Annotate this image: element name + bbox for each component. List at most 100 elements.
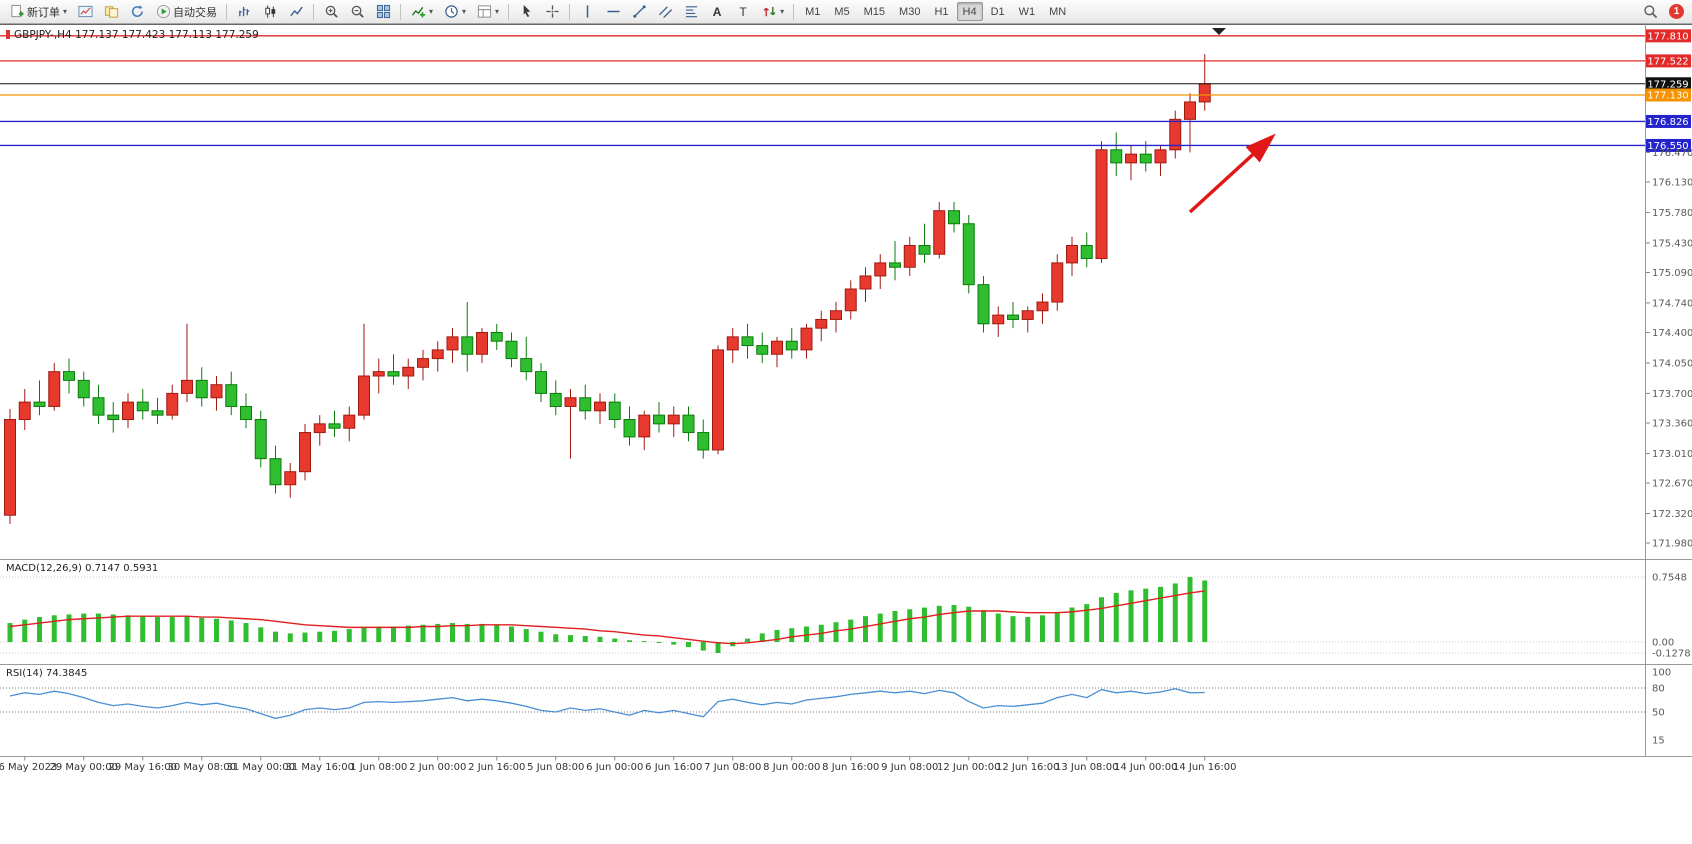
toolbar-text-tool[interactable]: A (705, 2, 729, 21)
time-scale-label: 12 Jun 16:00 (996, 762, 1060, 773)
price-scale-label: 173.010 (1652, 449, 1692, 460)
candle-body (771, 340, 783, 355)
toolbar-line-chart-mode[interactable] (284, 2, 308, 21)
chart-area: 177.810 177.522 177.259 177.130 176.826 176.5… (0, 24, 1692, 839)
toolbar-tf-h1[interactable]: H1 (928, 2, 954, 21)
price-scale-label: 172.320 (1652, 509, 1692, 520)
candle-body (712, 349, 724, 451)
candle-body (431, 349, 444, 360)
toolbar-tf-m5[interactable]: M5 (828, 2, 855, 21)
trend-arrow-annotation[interactable] (1188, 133, 1276, 214)
toolbar-tf-m1-label: M1 (805, 5, 821, 18)
toolbar-tf-mn[interactable]: MN (1043, 2, 1072, 21)
price-scale-label: 171.980 (1652, 539, 1692, 550)
toolbar-channel-tool[interactable] (653, 2, 677, 21)
toolbar-candlestick-mode[interactable] (258, 2, 282, 21)
notification-badge[interactable]: 1 (1669, 4, 1684, 19)
candle-body (653, 414, 665, 425)
templates-icon (476, 4, 492, 20)
toolbar-tf-d1[interactable]: D1 (985, 2, 1011, 21)
toolbar-tf-d1-label: D1 (990, 5, 1005, 18)
crosshair-icon (544, 4, 560, 20)
candle-body (343, 414, 356, 429)
candle-body (549, 392, 562, 407)
price-scale-label: 174.740 (1652, 298, 1692, 309)
candle-body (948, 210, 960, 225)
toolbar-horizontal-line-tool[interactable] (601, 2, 625, 21)
candle-body (92, 397, 105, 416)
price-scale-label: 173.360 (1652, 418, 1692, 429)
trendline-icon (631, 4, 647, 20)
toolbar-arrows-tool[interactable]: ▾ (757, 2, 788, 21)
toolbar-bar-chart-mode[interactable] (232, 2, 256, 21)
toolbar-tile-windows[interactable] (371, 2, 395, 21)
candle-body (859, 275, 872, 290)
candle-body (446, 336, 459, 351)
toolbar-new-order-label: 新订单 (27, 6, 60, 19)
search-icon (1642, 4, 1658, 20)
price-scale-label: 175.090 (1652, 268, 1692, 279)
candle-body (195, 379, 208, 399)
toolbar-zoom-out[interactable] (345, 2, 369, 21)
symbol-ohlc-label: GBPJPY-,H4 177.137 177.423 177.113 177.2… (14, 29, 259, 41)
price-scale-label: 175.780 (1652, 208, 1692, 219)
time-scale-label: 9 Jun 08:00 (881, 762, 938, 773)
price-tag (1646, 114, 1691, 128)
toolbar-tf-w1[interactable]: W1 (1013, 2, 1042, 21)
candle-body (402, 366, 415, 377)
candle-body (1036, 301, 1049, 312)
macd-signal-line (9, 590, 1205, 645)
toolbar-separator (313, 3, 315, 20)
candle-body (741, 336, 754, 347)
time-scale-label: 5 Jun 08:00 (527, 762, 584, 773)
toolbar-charts[interactable] (73, 2, 97, 21)
price-scale-label: 174.050 (1652, 358, 1692, 369)
chevron-down-icon: ▾ (780, 7, 785, 16)
toolbar-tf-m1[interactable]: M1 (799, 2, 826, 21)
candle-body (889, 262, 901, 268)
toolbar-cursor[interactable] (514, 2, 538, 21)
toolbar-periods[interactable]: ▾ (439, 2, 470, 21)
toolbar-tf-m30-label: M30 (899, 5, 921, 18)
candle-body (756, 345, 769, 355)
candle-body (63, 371, 75, 381)
time-scale-label: 29 May 16:00 (108, 762, 177, 773)
toolbar-zoom-in[interactable] (319, 2, 343, 21)
search-button[interactable] (1638, 2, 1662, 21)
candle-body (417, 358, 429, 368)
time-scale-label: 31 May 16:00 (285, 762, 354, 773)
candle-body (122, 401, 134, 421)
toolbar-tf-h4[interactable]: H4 (956, 2, 983, 21)
toolbar-right: 1 (1637, 2, 1688, 21)
toolbar-indicators[interactable]: ▾ (406, 2, 437, 21)
candle-body (1125, 153, 1137, 164)
toolbar-trendline-tool[interactable] (627, 2, 651, 21)
toolbar-fibonacci-tool[interactable] (679, 2, 703, 21)
toolbar-templates[interactable]: ▾ (472, 2, 503, 21)
chart-line-icon (288, 4, 304, 20)
chart-shift-marker[interactable] (1212, 28, 1226, 35)
candle-body (33, 401, 46, 407)
toolbar-profiles[interactable] (99, 2, 123, 21)
toolbar-tf-m30[interactable]: M30 (893, 2, 926, 21)
time-scale-label: 13 Jun 08:00 (1055, 762, 1119, 773)
toolbar-tf-m15[interactable]: M15 (858, 2, 891, 21)
time-scale-label: 8 Jun 00:00 (763, 762, 820, 773)
candle-body (4, 419, 16, 516)
candle-body (830, 310, 842, 320)
toolbar-crosshair[interactable] (540, 2, 564, 21)
toolbar-new-order[interactable]: 新订单 ▾ (5, 2, 71, 21)
toolbar-tf-h4-label: H4 (962, 5, 977, 18)
candle-body (535, 371, 547, 394)
candle-body (933, 210, 946, 255)
price-tag (1646, 54, 1691, 68)
price-tag (1646, 138, 1691, 152)
toolbar-label-tool[interactable]: T (731, 2, 755, 21)
toolbar-refresh[interactable] (125, 2, 149, 21)
time-scale-label: 7 Jun 08:00 (704, 762, 761, 773)
toolbar-vertical-line-tool[interactable] (575, 2, 599, 21)
macd-scale-label: 0.7548 (1652, 573, 1687, 584)
toolbar-autotrading[interactable]: 自动交易 (151, 2, 221, 21)
profiles-icon (103, 4, 119, 20)
